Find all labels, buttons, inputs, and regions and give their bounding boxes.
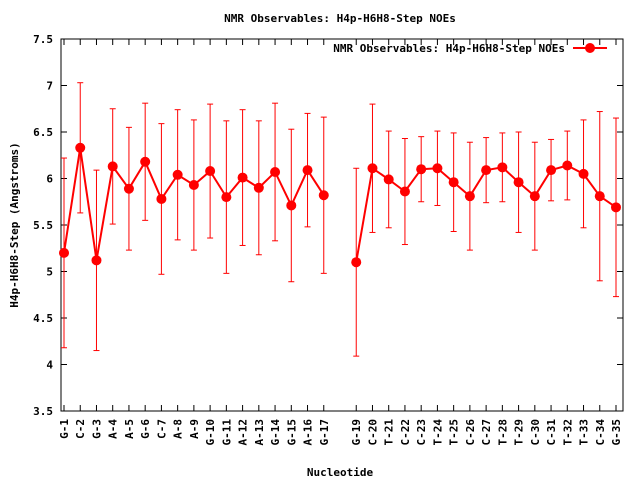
x-tick-label: T-24 [431,419,444,446]
x-tick-label: C-20 [366,419,379,446]
x-axis: G-1 C-2 G-3 A-4 A-5 G-6 C-7 A-8 A-9 G-10 G-11 A-12 A… [58,39,623,446]
x-tick-label: G-35 [610,419,623,446]
x-tick-label: C-30 [529,419,542,446]
data-point [237,172,248,183]
data-point [367,163,378,174]
x-tick-label: C-27 [480,419,493,446]
x-tick-label: A-16 [302,419,315,446]
x-tick-label: G-10 [204,419,217,446]
data-point [75,142,86,153]
x-tick-label: C-2 [74,419,87,439]
x-tick-label: G-17 [318,419,331,446]
data-point [481,165,492,176]
x-tick-label: C-23 [415,419,428,446]
legend-label: NMR Observables: H4p-H6H8-Step NOEs [333,42,565,55]
x-tick-label: T-29 [513,419,526,446]
x-tick-label: G-19 [350,419,363,446]
x-axis-label: Nucleotide [307,466,374,479]
x-tick-label: G-14 [269,419,282,446]
data-point [578,168,589,179]
data-point [91,255,102,266]
x-tick-label: G-11 [220,419,233,446]
data-point [318,190,329,201]
error-bars [61,82,619,357]
x-tick-label: A-8 [172,419,185,439]
data-point [546,165,557,176]
x-tick-label: C-34 [594,419,607,446]
x-tick-label: A-9 [188,419,201,439]
plot-frame [60,38,624,412]
data-point [513,177,524,188]
data-points [59,142,621,268]
data-point [302,165,313,176]
x-tick-label: T-25 [448,419,461,446]
data-point [432,163,443,174]
data-point [221,192,232,203]
data-point [594,191,605,202]
x-tick-label: T-33 [578,419,591,446]
legend: NMR Observables: H4p-H6H8-Step NOEs [333,42,607,55]
data-point [59,247,69,258]
data-point [140,156,151,167]
data-point [188,180,199,191]
x-tick-label: C-31 [545,419,558,446]
data-point [464,191,475,202]
y-tick-label: 4.5 [33,312,53,325]
data-point [611,202,621,213]
x-tick-label: G-6 [139,419,152,439]
data-point [286,200,297,211]
data-point [448,177,459,188]
y-tick-label: 4 [46,359,53,372]
data-point [123,183,134,194]
y-tick-label: 3.5 [33,405,53,418]
x-tick-label: C-22 [399,419,412,446]
data-point [172,169,183,180]
legend-marker [585,43,595,53]
x-tick-label: G-3 [90,419,103,439]
data-point [270,166,281,177]
x-tick-label: G-1 [58,419,71,439]
x-tick-label: C-7 [155,419,168,439]
y-tick-label: 5 [46,266,53,279]
y-tick-label: 6 [46,173,53,186]
chart-title: NMR Observables: H4p-H6H8-Step NOEs [224,12,456,25]
data-point [399,186,410,197]
x-tick-label: A-4 [107,419,120,439]
y-tick-label: 7.5 [33,33,53,46]
x-tick-label: A-13 [253,419,266,446]
data-point [529,191,540,202]
data-point [416,164,427,175]
x-tick-label: T-32 [561,419,574,446]
data-point [107,161,118,172]
data-point [497,162,508,173]
x-tick-label: T-21 [383,419,396,446]
y-tick-label: 7 [46,80,53,93]
x-tick-label: A-5 [123,419,136,439]
data-point [562,160,573,171]
x-tick-label: G-15 [285,419,298,446]
x-tick-label: A-12 [237,419,250,446]
data-point [253,182,264,193]
data-point [351,257,362,268]
data-point [383,174,394,185]
data-point [156,193,167,204]
y-tick-label: 5.5 [33,219,53,232]
x-tick-label: T-28 [496,419,509,446]
x-tick-label: C-26 [464,419,477,446]
y-tick-label: 6.5 [33,126,53,139]
y-axis-label: H4p-H6H8-Step (Angstroms) [8,142,21,308]
data-point [205,166,216,177]
